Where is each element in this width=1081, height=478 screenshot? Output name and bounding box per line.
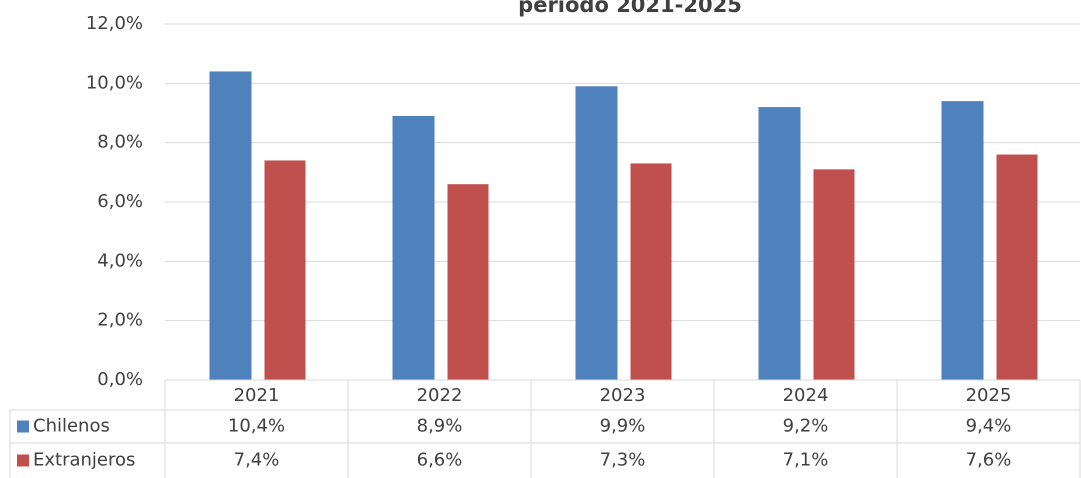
table-value: 7,3% [600,450,646,471]
y-tick-label: 10,0% [86,72,143,93]
legend-swatch [17,454,29,467]
bar [447,184,489,380]
bar [630,163,672,380]
table-value: 10,4% [228,416,285,437]
x-tick-label: 2022 [417,385,463,406]
y-tick-label: 8,0% [97,132,143,153]
bar [813,169,855,380]
y-tick-label: 4,0% [97,250,143,271]
table-value: 9,9% [600,416,646,437]
table-value: 7,1% [783,450,829,471]
bar [941,101,984,380]
table-value: 7,4% [234,450,280,471]
y-tick-label: 2,0% [97,310,143,331]
table-value: 6,6% [417,450,463,471]
x-tick-label: 2021 [234,385,280,406]
bar [392,115,435,380]
table-value: 9,4% [966,416,1012,437]
bar [209,71,252,380]
bar [575,86,618,381]
x-tick-label: 2023 [600,385,646,406]
bar [996,154,1038,380]
y-tick-label: 12,0% [86,13,143,34]
x-tick-label: 2025 [966,385,1012,406]
bar [758,107,801,381]
x-tick-label: 2024 [783,385,829,406]
table-value: 9,2% [783,416,829,437]
legend-label: Chilenos [33,416,110,437]
y-tick-label: 6,0% [97,191,143,212]
bar [264,160,306,380]
table-value: 8,9% [417,416,463,437]
y-tick-label: 0,0% [97,369,143,390]
chart-title: período 2021-2025 [518,0,742,17]
legend-swatch [17,420,29,433]
legend-label: Extranjeros [33,450,135,471]
table-value: 7,6% [966,450,1012,471]
